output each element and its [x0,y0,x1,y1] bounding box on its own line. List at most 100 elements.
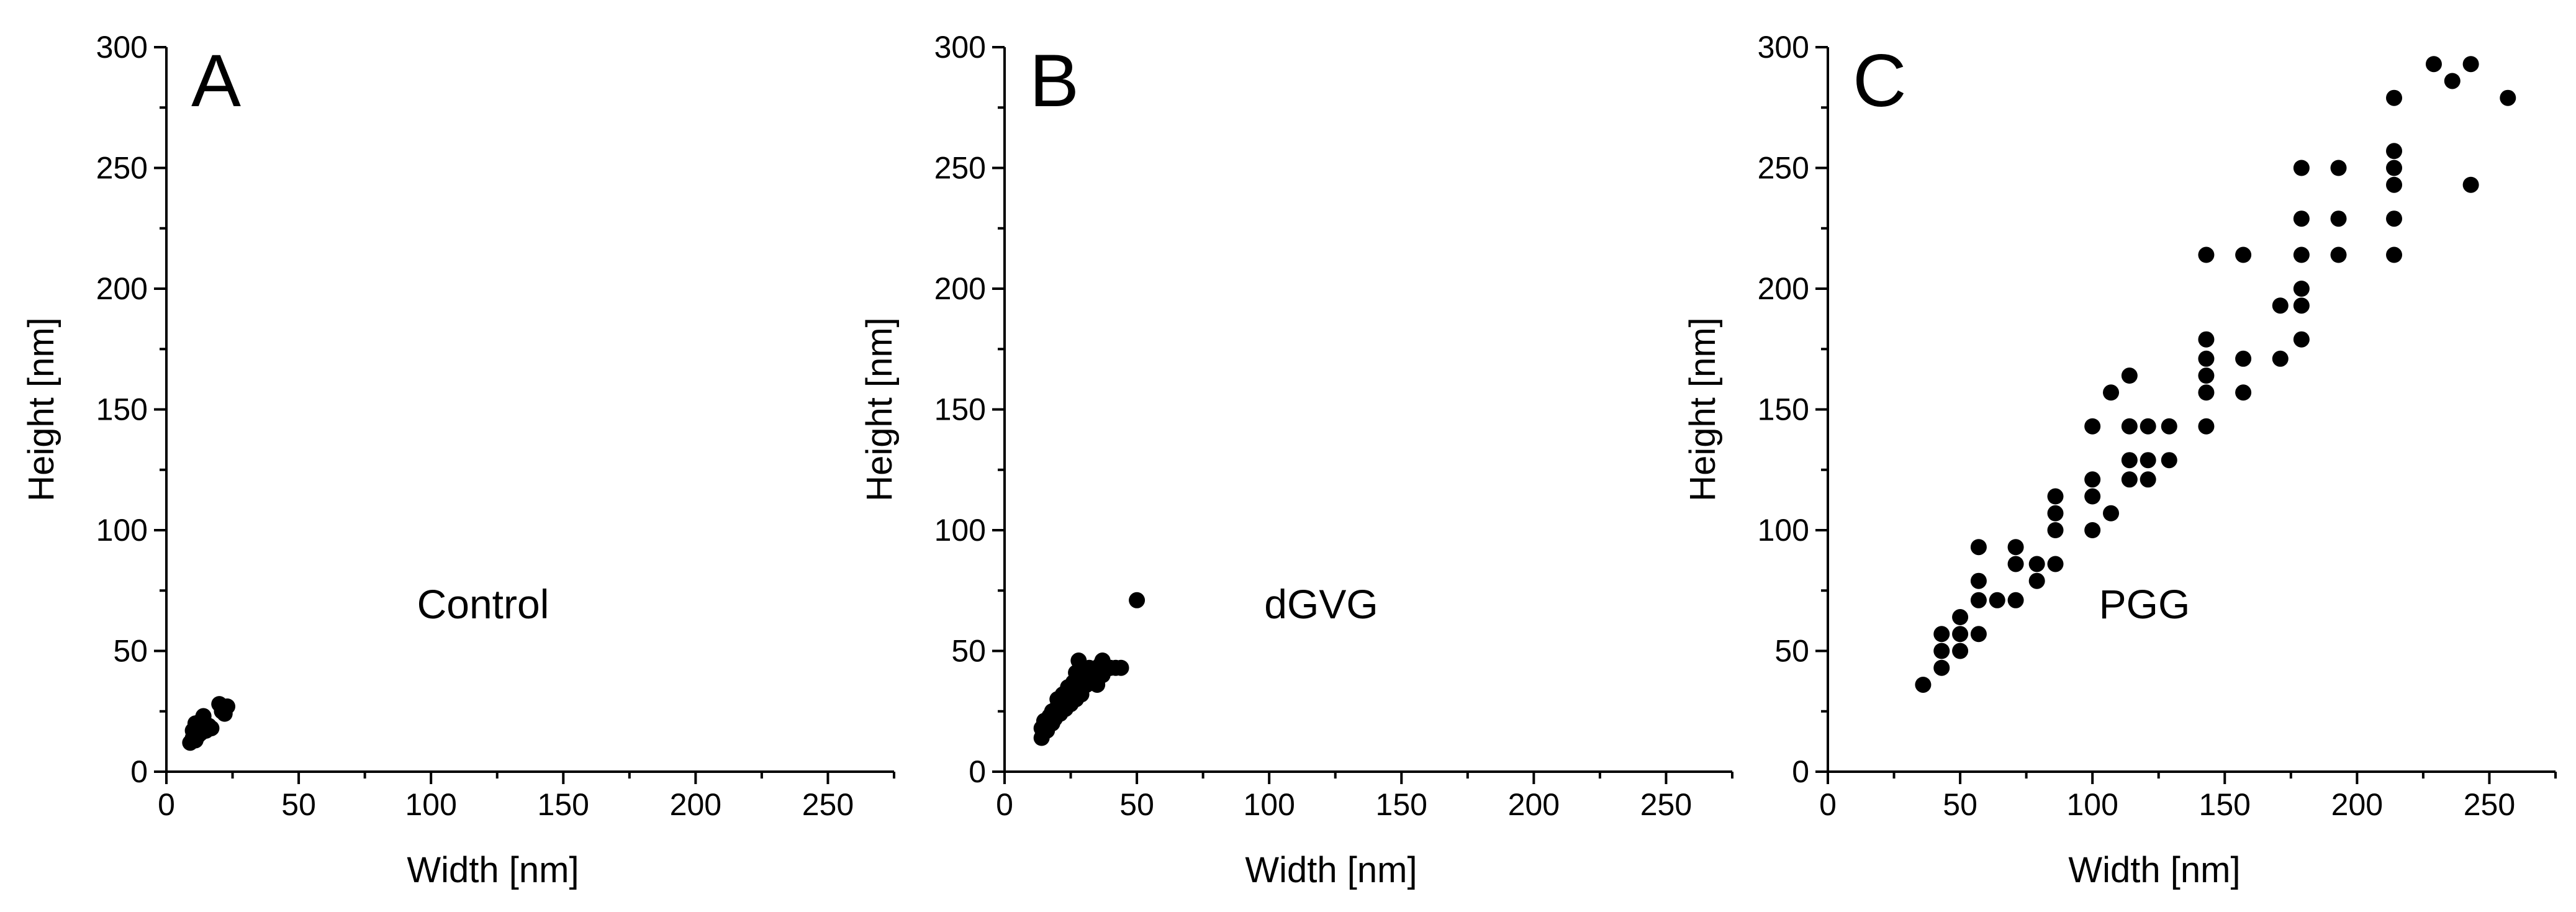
data-point [2198,350,2215,367]
data-point [1933,626,1950,643]
y-tick-label: 150 [1758,392,1809,427]
y-axis-label: Height [nm] [1683,317,1723,502]
data-point [2198,331,2215,348]
data-point [2084,418,2101,435]
data-point [2047,522,2064,538]
condition-label: PGG [2099,581,2190,627]
y-tick-label: 50 [113,634,148,669]
data-point [1129,592,1146,608]
y-tick-label: 200 [96,271,148,306]
data-point [2121,471,2138,488]
data-point [1970,539,1987,556]
data-point [2386,210,2403,227]
data-point [2235,246,2252,263]
data-point [2272,350,2289,367]
data-point [2386,246,2403,263]
data-point [2198,418,2215,435]
y-tick-label: 0 [969,754,986,789]
data-point [2386,143,2403,160]
panel-letter: C [1853,39,1907,122]
y-tick-label: 150 [934,392,986,427]
x-tick-label: 0 [996,787,1013,822]
panel-letter: B [1029,39,1079,122]
y-tick-label: 0 [1792,754,1809,789]
x-axis-label: Width [nm] [407,850,579,890]
data-point [1915,676,1932,693]
data-point [2047,488,2064,505]
data-point [195,720,212,736]
data-point [2386,176,2403,193]
data-point [1970,626,1987,643]
x-tick-label: 50 [281,787,316,822]
y-tick-label: 0 [130,754,148,789]
data-point [2425,56,2442,73]
data-point [2293,297,2310,314]
data-point [2028,556,2045,572]
data-point [2161,452,2177,469]
x-tick-label: 200 [2331,787,2383,822]
data-point [2161,418,2177,435]
x-tick-label: 50 [1119,787,1154,822]
x-tick-label: 150 [1376,787,1427,822]
data-point [2386,160,2403,176]
data-point [2007,539,2024,556]
data-point [2047,505,2064,521]
y-axis-label: Height [nm] [859,317,900,502]
y-tick-label: 50 [1774,634,1809,669]
data-point [2007,592,2024,608]
data-point [2121,452,2138,469]
data-point [2444,73,2461,89]
data-point [2500,89,2516,106]
data-point [2198,384,2215,401]
data-point [2293,281,2310,297]
y-tick-label: 100 [1758,513,1809,548]
y-tick-label: 150 [96,392,148,427]
condition-label: Control [417,581,549,627]
y-tick-label: 300 [934,30,986,65]
y-tick-label: 100 [96,513,148,548]
data-point [2330,160,2347,176]
data-point [2462,56,2479,73]
x-tick-label: 250 [1640,787,1692,822]
panel-c: 0 50 100 150 200 250 0 50 100 150 200 250 300 Width [… [1683,30,2557,890]
data-point [2140,452,2156,469]
panel-b: 0 50 100 150 200 250 0 50 100 150 200 250 300 Width [… [859,30,1733,890]
data-point [2047,556,2064,572]
y-tick-label: 50 [951,634,986,669]
data-point [2235,384,2252,401]
x-tick-label: 250 [2464,787,2515,822]
y-axis-label: Height [nm] [21,317,61,502]
x-tick-label: 100 [2066,787,2118,822]
x-tick-label: 50 [1943,787,1977,822]
y-tick-label: 250 [96,151,148,186]
y-tick-label: 300 [96,30,148,65]
data-point [2084,471,2101,488]
data-point [2084,488,2101,505]
data-point [1970,572,1987,589]
x-tick-label: 250 [802,787,854,822]
data-point [2293,331,2310,348]
data-point [1989,592,2005,608]
data-point [1952,643,1969,659]
data-point [2293,210,2310,227]
data-point [2084,522,2101,538]
data-point [2293,160,2310,176]
data-point [214,703,230,720]
x-tick-label: 100 [1243,787,1295,822]
data-point [1933,659,1950,676]
y-tick-label: 250 [1758,151,1809,186]
x-axis-label: Width [nm] [2068,850,2240,890]
data-point [1952,626,1969,643]
data-point [1952,609,1969,626]
data-point [2103,505,2120,521]
x-tick-label: 150 [2199,787,2251,822]
x-tick-label: 150 [538,787,589,822]
data-point [2028,572,2045,589]
x-tick-label: 0 [158,787,175,822]
x-tick-label: 200 [1508,787,1560,822]
data-point [1970,592,1987,608]
data-point [2121,418,2138,435]
data-point [2140,471,2156,488]
panel-letter: A [191,39,241,122]
